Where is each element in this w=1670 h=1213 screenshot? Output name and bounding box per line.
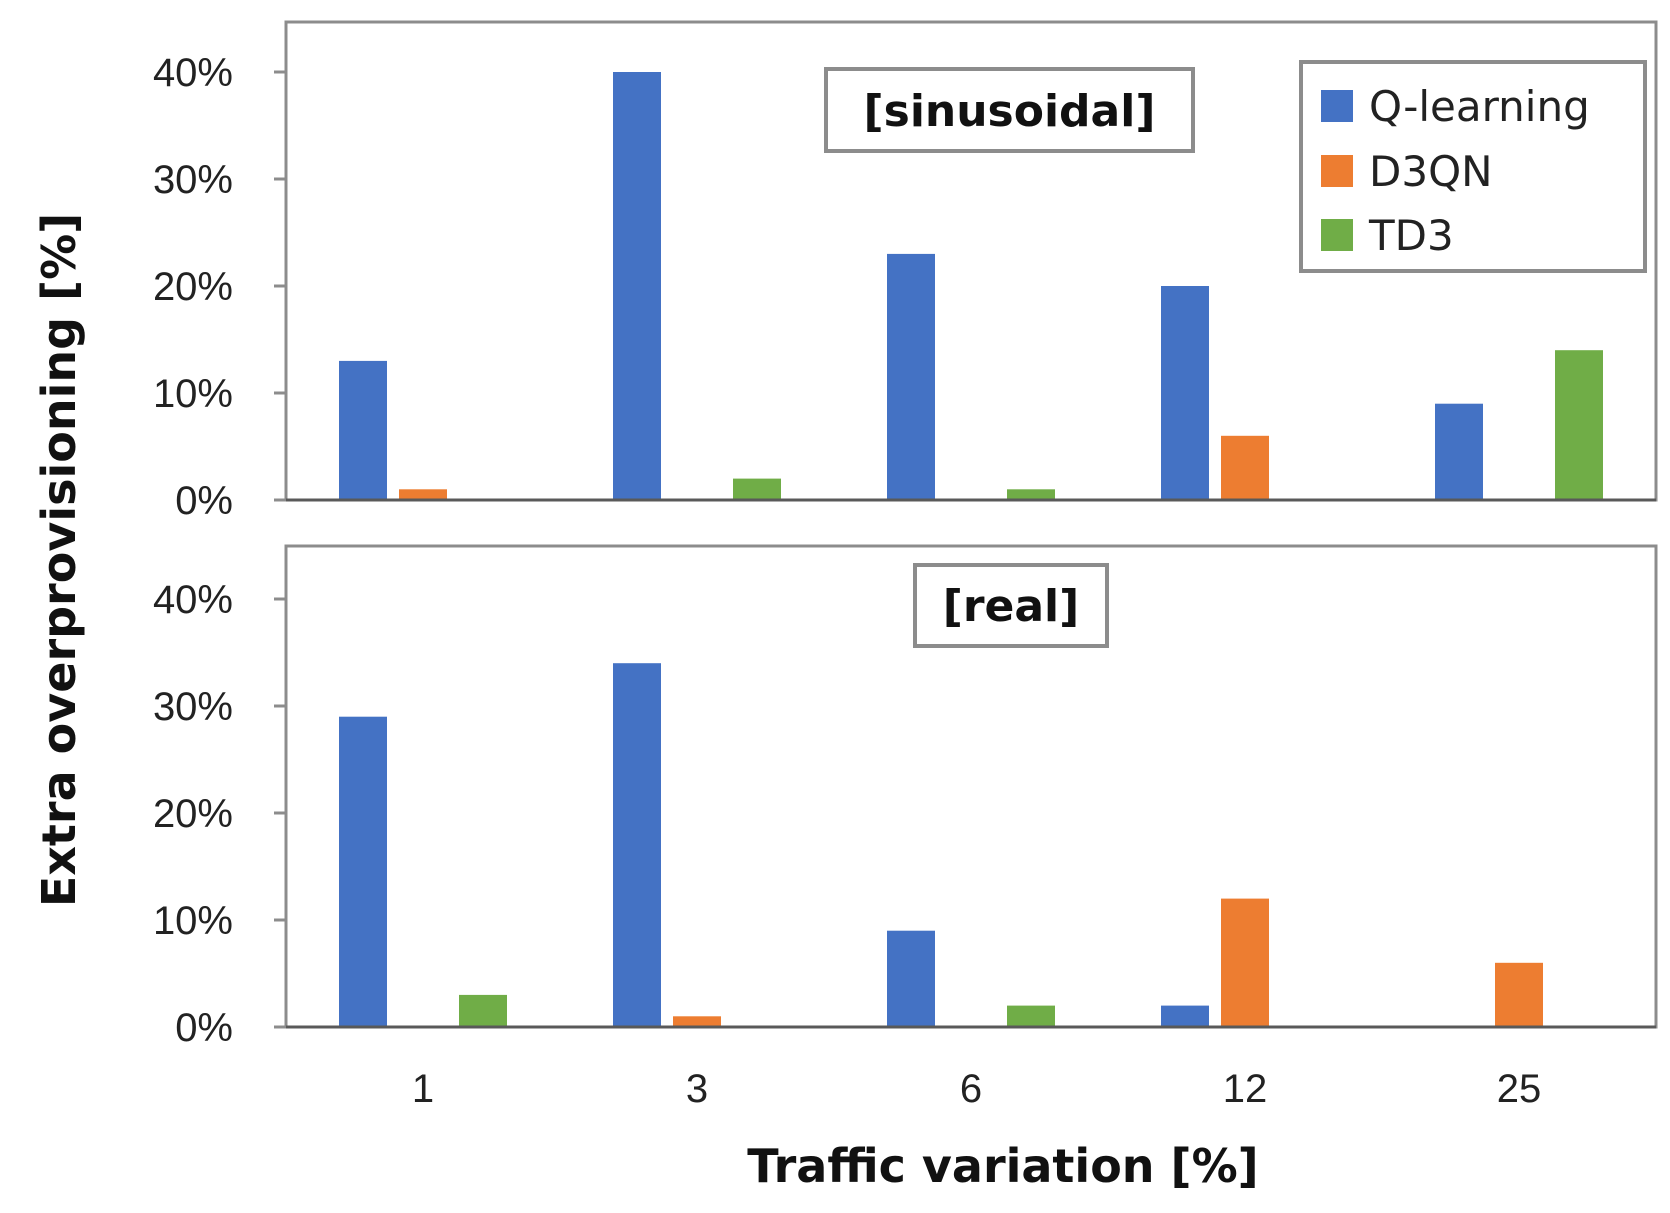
- legend-box: [1299, 60, 1647, 273]
- bar-real-q-learning-12: [1161, 1005, 1209, 1027]
- panel-label-sinusoidal: [sinusoidal]: [864, 86, 1156, 137]
- y-tick-label-sinusoidal-2: 20%: [153, 265, 233, 309]
- bar-sinusoidal-q-learning-3: [613, 72, 661, 500]
- x-tick-label-12: 12: [1223, 1067, 1268, 1111]
- bar-real-d3qn-12: [1221, 898, 1269, 1027]
- x-tick-label-6: 6: [960, 1067, 982, 1111]
- y-tick-label-sinusoidal-0: 0%: [175, 479, 233, 523]
- panel-label-box-real: [913, 563, 1109, 648]
- legend-swatch-td3: [1321, 219, 1353, 251]
- y-axis-title: Extra overprovisioning [%]: [32, 213, 86, 907]
- y-tick-label-real-3: 30%: [153, 685, 233, 729]
- y-axis-ticks-sinusoidal: 0% 10% 20% 30% 40%: [153, 51, 286, 523]
- bars-sinusoidal: [339, 72, 1603, 500]
- bar-real-td3-6: [1007, 1005, 1055, 1027]
- y-tick-label-real-4: 40%: [153, 578, 233, 622]
- bar-sinusoidal-q-learning-25: [1435, 403, 1483, 500]
- legend-swatch-d3qn: [1321, 155, 1353, 187]
- panel-label-real: [real]: [943, 581, 1080, 632]
- bar-sinusoidal-q-learning-1: [339, 360, 387, 500]
- x-tick-label-25: 25: [1497, 1067, 1542, 1111]
- y-tick-label-real-1: 10%: [153, 899, 233, 943]
- panel-label-box-sinusoidal: [824, 67, 1195, 153]
- legend-swatch-q-learning: [1321, 90, 1353, 122]
- bar-sinusoidal-d3qn-1: [399, 489, 447, 500]
- y-tick-label-sinusoidal-3: 30%: [153, 158, 233, 202]
- x-tick-label-3: 3: [686, 1067, 708, 1111]
- bar-sinusoidal-q-learning-6: [887, 253, 935, 500]
- bar-real-q-learning-1: [339, 716, 387, 1027]
- legend-label-d3qn: D3QN: [1369, 147, 1493, 196]
- bar-real-d3qn-3: [673, 1016, 721, 1027]
- y-tick-label-real-2: 20%: [153, 792, 233, 836]
- legend-label-q-learning: Q-learning: [1369, 82, 1590, 131]
- y-axis-ticks-real: 0% 10% 20% 30% 40%: [153, 578, 286, 1050]
- bar-sinusoidal-td3-6: [1007, 489, 1055, 500]
- y-tick-label-sinusoidal-4: 40%: [153, 51, 233, 95]
- x-tick-label-1: 1: [412, 1067, 434, 1111]
- x-axis-ticks: 1 3 6 12 25: [412, 1067, 1541, 1111]
- y-tick-label-real-0: 0%: [175, 1006, 233, 1050]
- bar-sinusoidal-d3qn-12: [1221, 435, 1269, 500]
- bar-real-q-learning-3: [613, 663, 661, 1027]
- bars-real: [339, 663, 1543, 1027]
- bar-real-td3-1: [459, 994, 507, 1027]
- y-tick-label-sinusoidal-1: 10%: [153, 372, 233, 416]
- legend-label-td3: TD3: [1368, 211, 1454, 260]
- bar-sinusoidal-q-learning-12: [1161, 286, 1209, 500]
- bar-sinusoidal-td3-25: [1555, 350, 1603, 500]
- bar-sinusoidal-td3-3: [733, 478, 781, 500]
- x-axis-title: Traffic variation [%]: [747, 1139, 1258, 1193]
- bar-real-d3qn-25: [1495, 962, 1543, 1027]
- bar-real-q-learning-6: [887, 930, 935, 1027]
